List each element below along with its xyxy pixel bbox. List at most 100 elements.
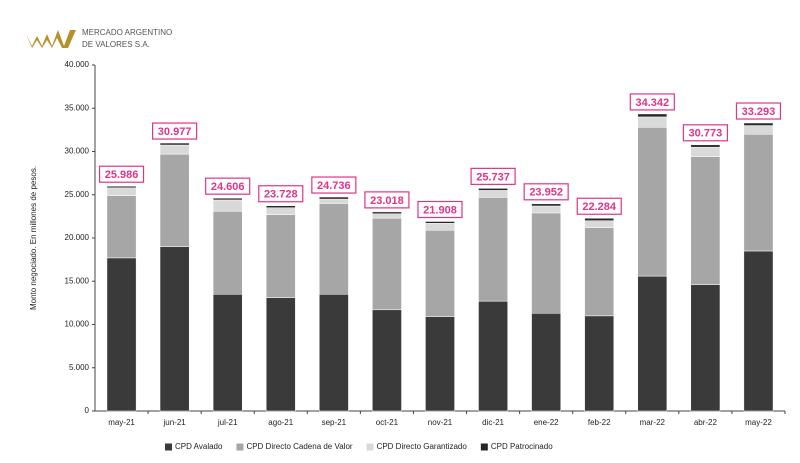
legend-swatch (236, 443, 244, 451)
total-box (629, 93, 675, 111)
bar-segment (425, 223, 455, 231)
bar-segment (690, 156, 721, 285)
legend-item: CPD Directo Garantizado (366, 442, 468, 451)
x-tick-label: jun-21 (162, 418, 186, 427)
total-box (311, 176, 357, 194)
bar-segment (159, 153, 190, 247)
total-label: 33.293 (742, 106, 776, 118)
x-tick-label: may-21 (108, 418, 135, 427)
x-tick-label: oct-21 (376, 418, 399, 427)
bar-segment (637, 113, 668, 118)
bar-segment (531, 205, 561, 214)
bar-segment (106, 195, 137, 259)
bar-segment (159, 142, 190, 146)
logo-icon (26, 30, 76, 48)
bar-segment (743, 133, 774, 252)
bar-segment (265, 205, 296, 208)
legend-label: CPD Directo Cadena de Valor (246, 442, 352, 451)
bar-segment (743, 125, 774, 135)
x-tick-label: mar-22 (640, 418, 666, 427)
bar-segment (478, 190, 508, 198)
bar-segment (478, 188, 508, 191)
bar-segment (531, 212, 561, 314)
bar-segment (372, 309, 402, 412)
legend-swatch (366, 443, 374, 451)
bar-segment (212, 210, 243, 295)
bar-segment (319, 293, 349, 412)
bar-segment (106, 187, 137, 196)
y-tick-label: 0 (85, 406, 90, 415)
bar-segment (319, 198, 349, 204)
legend-swatch (165, 443, 172, 451)
y-tick-label: 5.000 (69, 363, 90, 372)
logo-text: MERCADO ARGENTINO (82, 28, 172, 37)
y-tick-label: 10.000 (65, 320, 90, 329)
bar-segment (212, 197, 243, 201)
legend-label: CPD Avalado (175, 442, 223, 451)
bar-segment (531, 313, 561, 412)
total-label: 30.977 (158, 126, 192, 138)
logo-text: DE VALORES S.A. (82, 40, 150, 49)
total-box (417, 200, 463, 219)
total-box (258, 185, 304, 203)
bar-segment (637, 127, 668, 277)
x-tick-label: sep-21 (322, 418, 347, 427)
y-tick-label: 35.000 (65, 103, 90, 112)
bar-segment (372, 213, 402, 219)
legend-item: CPD Avalado (165, 442, 223, 451)
bar-segment (319, 196, 349, 200)
bar-segment (265, 207, 296, 215)
total-box (152, 122, 198, 140)
total-box (735, 102, 782, 120)
bar-segment (425, 316, 455, 412)
x-tick-label: ene-22 (534, 418, 559, 427)
bar-segment (478, 300, 508, 412)
bar-segment (372, 211, 402, 215)
y-tick-label: 15.000 (65, 276, 90, 285)
bar-segment (425, 229, 455, 317)
x-tick-label: ago-21 (268, 418, 293, 427)
total-label: 23.728 (264, 189, 298, 201)
bar-segment (106, 185, 137, 189)
legend-label: CPD Patrocinado (491, 442, 553, 451)
total-box (364, 191, 410, 209)
legend-swatch (480, 443, 488, 451)
y-tick-label: 30.000 (65, 147, 90, 156)
total-label: 30.773 (689, 128, 723, 140)
logo: MERCADO ARGENTINO DE VALORES S.A. (26, 28, 172, 49)
bar-segment (743, 122, 774, 126)
bar-segment (584, 315, 615, 412)
x-tick-label: nov-21 (428, 418, 453, 427)
total-label: 34.342 (635, 97, 669, 109)
total-label: 24.606 (211, 181, 245, 193)
y-axis-title: Monto negociado. En millones de pesos. (29, 166, 38, 310)
bar-segment (212, 199, 243, 212)
bar-segment (265, 214, 296, 298)
bar-segment (106, 257, 137, 412)
total-box (682, 124, 728, 142)
bar-segment (212, 293, 243, 412)
total-box (98, 165, 145, 183)
bar-segment (743, 250, 774, 412)
total-label: 23.018 (370, 195, 404, 207)
bar-segment (425, 221, 455, 224)
bar-segment (584, 227, 615, 317)
x-tick-label: abr-22 (694, 418, 718, 427)
bar-segment (531, 203, 561, 207)
bar-segment (584, 217, 615, 221)
bar-segment (265, 297, 296, 412)
total-label: 22.284 (582, 201, 617, 213)
total-box (523, 183, 569, 201)
total-label: 25.986 (105, 169, 139, 181)
legend-label: CPD Directo Garantizado (377, 442, 468, 451)
x-tick-label: jul-21 (217, 418, 238, 427)
total-box (576, 197, 622, 215)
bar-segment (159, 144, 190, 155)
bar-segment (690, 146, 721, 157)
total-box (470, 167, 516, 185)
bar-segment (690, 144, 721, 148)
legend-item: CPD Directo Cadena de Valor (236, 442, 353, 451)
x-tick-label: may-22 (745, 418, 772, 427)
legend-item: CPD Patrocinado (480, 442, 553, 451)
